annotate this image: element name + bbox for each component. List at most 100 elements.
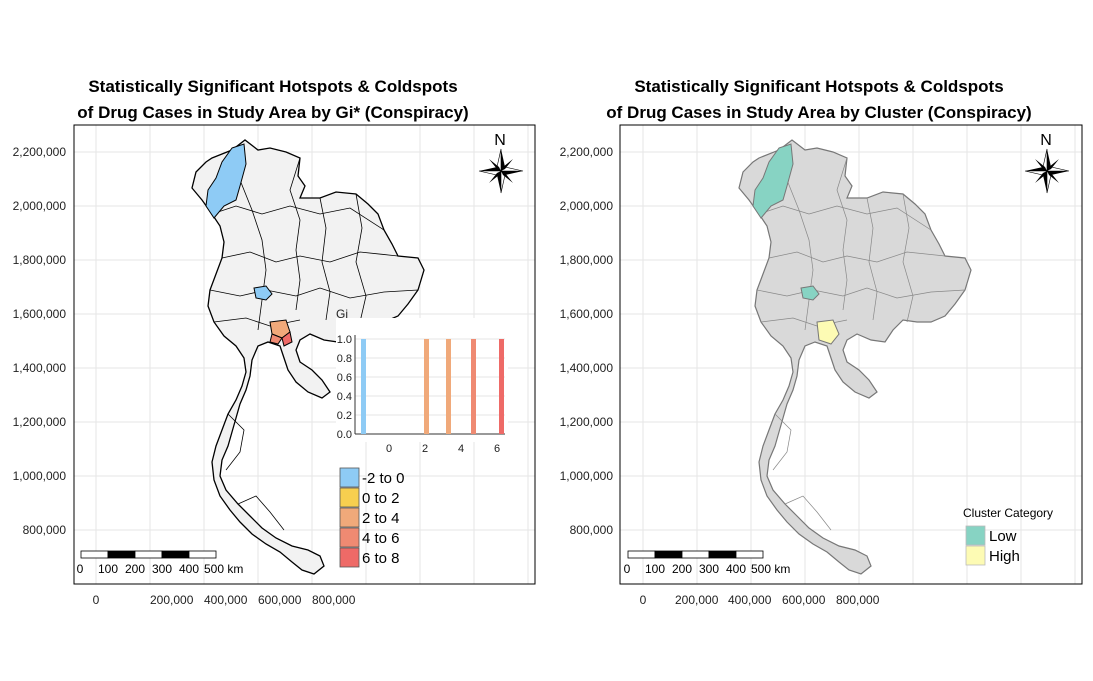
scalebar-label: 0 xyxy=(624,562,631,576)
scalebar-label: 500 km xyxy=(751,562,790,576)
scalebar-label: 100 xyxy=(98,562,118,576)
right-map-title-line1: Statistically Significant Hotspots & Col… xyxy=(634,77,1003,96)
inset-x-tick: 2 xyxy=(422,443,428,455)
scalebar-label: 100 xyxy=(645,562,665,576)
inset-bar xyxy=(446,339,451,434)
hotspot-region-4-6 xyxy=(269,333,283,345)
legend-swatch xyxy=(339,467,360,488)
y-tick-label: 1,800,000 xyxy=(13,253,67,267)
y-tick-label: 1,600,000 xyxy=(560,307,614,321)
right-country-shape xyxy=(738,139,972,575)
inset-x-tick: 6 xyxy=(494,443,500,455)
scalebar-label: 200 xyxy=(672,562,692,576)
x-tick-label: 800,000 xyxy=(836,593,880,607)
scalebar-label: 500 km xyxy=(204,562,243,576)
legend-title: Cluster Category xyxy=(963,506,1053,520)
inset-y-tick: 0.6 xyxy=(337,372,352,384)
x-tick-label: 800,000 xyxy=(312,593,356,607)
x-tick-label: 600,000 xyxy=(258,593,302,607)
legend-swatch xyxy=(339,507,360,528)
right-map-panel: Statistically Significant Hotspots & Col… xyxy=(560,77,1083,607)
y-tick-label: 800,000 xyxy=(570,523,614,537)
y-tick-label: 1,000,000 xyxy=(13,469,67,483)
low-cluster-region-north xyxy=(752,143,794,219)
x-tick-label: 600,000 xyxy=(782,593,826,607)
scalebar-label: 0 xyxy=(77,562,84,576)
y-tick-label: 1,200,000 xyxy=(560,415,614,429)
scalebar-label: 400 xyxy=(179,562,199,576)
y-tick-label: 1,400,000 xyxy=(13,361,67,375)
y-tick-label: 1,200,000 xyxy=(13,415,67,429)
north-label: N xyxy=(494,132,506,149)
north-label: N xyxy=(1040,132,1052,149)
inset-y-tick: 0.0 xyxy=(337,429,352,441)
y-tick-label: 1,000,000 xyxy=(560,469,614,483)
y-tick-label: 800,000 xyxy=(23,523,67,537)
inset-x-tick: 4 xyxy=(458,443,464,455)
x-tick-label: 200,000 xyxy=(150,593,194,607)
left-map-panel: Statistically Significant Hotspots & Col… xyxy=(13,77,536,607)
legend-label: 0 to 2 xyxy=(362,490,400,507)
legend-swatch xyxy=(339,527,360,548)
x-tick-label: 0 xyxy=(93,593,100,607)
x-tick-label: 400,000 xyxy=(728,593,772,607)
x-tick-label: 200,000 xyxy=(675,593,719,607)
coldspot-region-central xyxy=(253,285,273,301)
legend-label: High xyxy=(989,548,1020,565)
legend-swatch xyxy=(339,547,360,568)
scalebar-label: 200 xyxy=(125,562,145,576)
left-map-title-line2: of Drug Cases in Study Area by Gi* (Cons… xyxy=(77,103,468,122)
low-cluster-region-central xyxy=(800,285,820,301)
left-country-shape xyxy=(191,139,425,575)
scalebar-label: 400 xyxy=(726,562,746,576)
province-borders xyxy=(756,149,966,531)
right-legend: Cluster Category Low High xyxy=(963,506,1053,566)
left-inset-histogram: Gi 1.0 0.8 0.6 0.4 0.2 0.0 0 2 4 6 xyxy=(336,307,508,455)
inset-bar xyxy=(471,339,476,434)
inset-y-tick: 1.0 xyxy=(337,334,352,346)
left-map-title-line1: Statistically Significant Hotspots & Col… xyxy=(88,77,457,96)
inset-x-tick: 0 xyxy=(386,443,392,455)
high-cluster-region xyxy=(816,319,840,345)
inset-y-tick: 0.8 xyxy=(337,353,352,365)
y-tick-label: 1,400,000 xyxy=(560,361,614,375)
y-tick-label: 2,200,000 xyxy=(560,145,614,159)
inset-bar xyxy=(361,339,366,434)
left-north-arrow: N xyxy=(478,132,524,194)
right-scale-bar: 0 100 200 300 400 500 km xyxy=(624,550,790,576)
x-tick-label: 400,000 xyxy=(204,593,248,607)
province-borders xyxy=(209,149,419,531)
compass-rose-icon xyxy=(1024,148,1070,194)
left-y-axis-ticks: 2,200,000 2,000,000 1,800,000 1,600,000 … xyxy=(13,145,67,537)
right-y-axis-ticks: 2,200,000 2,000,000 1,800,000 1,600,000 … xyxy=(560,145,614,537)
legend-label: -2 to 0 xyxy=(362,470,405,487)
legend-swatch xyxy=(339,487,360,508)
left-legend: -2 to 0 0 to 2 2 to 4 4 to 6 6 to 8 xyxy=(339,467,405,568)
y-tick-label: 2,000,000 xyxy=(560,199,614,213)
right-map-title-line2: of Drug Cases in Study Area by Cluster (… xyxy=(606,103,1031,122)
y-tick-label: 2,000,000 xyxy=(13,199,67,213)
right-x-axis-ticks: 0 200,000 400,000 600,000 800,000 xyxy=(640,593,880,607)
inset-bar xyxy=(499,339,504,434)
legend-label: 2 to 4 xyxy=(362,510,400,527)
inset-y-tick: 0.2 xyxy=(337,410,352,422)
hotspot-region-6-8 xyxy=(281,331,293,347)
x-tick-label: 0 xyxy=(640,593,647,607)
inset-title: Gi xyxy=(336,307,348,321)
legend-label: 6 to 8 xyxy=(362,550,400,567)
compass-rose-icon xyxy=(478,148,524,194)
y-tick-label: 1,800,000 xyxy=(560,253,614,267)
scalebar-label: 300 xyxy=(152,562,172,576)
right-map-frame xyxy=(619,124,1083,585)
y-tick-label: 2,200,000 xyxy=(13,145,67,159)
left-scale-bar: 0 100 200 300 400 500 km xyxy=(77,550,243,576)
left-x-axis-ticks: 0 200,000 400,000 600,000 800,000 xyxy=(93,593,356,607)
left-map-frame xyxy=(73,124,536,585)
inset-y-tick: 0.4 xyxy=(337,391,352,403)
coldspot-region-north xyxy=(205,143,247,219)
legend-label: 4 to 6 xyxy=(362,530,400,547)
inset-bar xyxy=(424,339,429,434)
right-north-arrow: N xyxy=(1024,132,1070,194)
y-tick-label: 1,600,000 xyxy=(13,307,67,321)
